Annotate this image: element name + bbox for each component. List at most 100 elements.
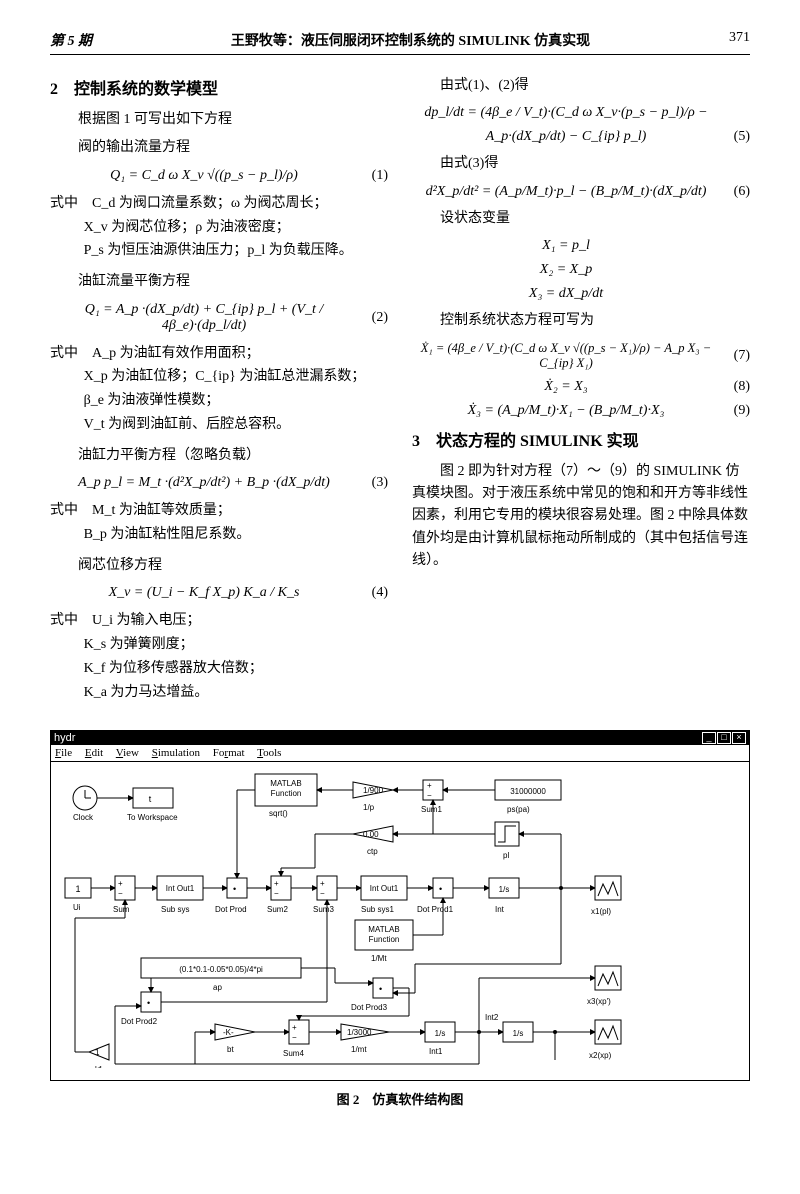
page-number: 371 [729,30,750,50]
minimize-icon[interactable]: _ [702,732,716,744]
defs-block-1: 式中 C_d 为阀口流量系数；ω 为阀芯周长； X_v 为阀芯位移；ρ 为油液密… [50,192,388,263]
svg-text:−: − [320,889,325,898]
menu-simulation[interactable]: Simulation [152,747,200,759]
eq8-body: Ẋ₂ = X₃ [412,379,720,395]
defs2-l2: X_p 为油缸位移；C_{ip} 为油缸总泄漏系数； [84,365,388,389]
svg-text:+: + [320,879,325,888]
equation-5a: dp_l/dt = (4β_e / V_t)·(C_d ω X_v·(p_s −… [412,105,750,121]
menu-tools[interactable]: Tools [257,747,281,759]
lbl-1s: 1/s [499,885,510,894]
lbl-pl: pl [503,851,509,860]
simulink-canvas[interactable]: Clock t To Workspace MATLAB Function sqr… [50,762,750,1081]
eq5-num: (5) [720,129,750,145]
maximize-icon[interactable]: □ [717,732,731,744]
para-r4: 控制系统状态方程可写为 [412,310,750,332]
menu-edit[interactable]: Edit [85,747,103,759]
equation-3: A_p p_l = M_t ·(d²X_p/dt²) + B_p ·(dX_p/… [50,475,388,491]
equation-6: d²X_p/dt² = (A_p/M_t)·p_l − (B_p/M_t)·(d… [412,184,750,200]
lbl-1900: 1/900 [363,786,384,795]
simulink-diagram-svg: Clock t To Workspace MATLAB Function sqr… [55,768,735,1068]
lbl-sqrt: sqrt() [269,809,288,818]
section-3-title: 3 状态方程的 SIMULINK 实现 [412,427,750,451]
defs4-l3: K_f 为位移传感器放大倍数； [84,657,388,681]
defs2-l1: 式中 A_p 为油缸有效作用面积； [50,342,388,366]
lbl-ap: ap [213,983,222,992]
menu-view[interactable]: View [116,747,139,759]
state-var-3: X₃ = dX_p/dt [412,286,750,302]
sv1: X₁ = p_l [412,238,720,254]
lbl-sum1: Sum1 [421,805,442,814]
running-title: 王野牧等：液压伺服闭环控制系统的 SIMULINK 仿真实现 [231,30,590,50]
window-controls: _□× [701,731,746,744]
menu-format[interactable]: Format [213,747,245,759]
lbl-sum4: Sum4 [283,1049,304,1058]
window-titlebar: hydr _□× [50,730,750,745]
lbl-sum3: Sum3 [313,905,334,914]
left-column: 2 控制系统的数学模型 根据图 1 可写出如下方程 阀的输出流量方程 Q₁ = … [50,69,388,712]
simulink-window: hydr _□× File Edit View Simulation Forma… [50,730,750,1081]
lbl-1p: 1/p [363,803,375,812]
svg-text:+: + [274,879,279,888]
para-l5: 阀芯位移方程 [50,555,388,577]
lbl-1mt2: 1/mt [351,1045,367,1054]
svg-text:−: − [427,791,432,800]
page-header: 第 5 期 王野牧等：液压伺服闭环控制系统的 SIMULINK 仿真实现 371 [50,30,750,55]
state-var-1: X₁ = p_l [412,238,750,254]
lbl-subsys: Sub sys [161,905,189,914]
lbl-ui-val: 1 [75,884,80,894]
para-r2: 由式(3)得 [412,153,750,175]
eq6-body: d²X_p/dt² = (A_p/M_t)·p_l − (B_p/M_t)·(d… [412,184,720,200]
lbl-ap-expr: (0.1*0.1-0.05*0.05)/4*pi [179,965,263,974]
svg-text:1/s: 1/s [435,1029,446,1038]
defs-block-2: 式中 A_p 为油缸有效作用面积； X_p 为油缸位移；C_{ip} 为油缸总泄… [50,342,388,437]
state-var-2: X₂ = X_p [412,262,750,278]
equation-9: Ẋ₃ = (A_p/M_t)·X₁ − (B_p/M_t)·X₃ (9) [412,403,750,419]
defs4-l4: K_a 为力马达增益。 [84,681,388,705]
equation-8: Ẋ₂ = X₃ (8) [412,379,750,395]
svg-text:+: + [292,1023,297,1032]
lbl-clock: Clock [73,813,94,822]
defs-block-4: 式中 U_i 为输入电压； K_s 为弹簧刚度； K_f 为位移传感器放大倍数；… [50,609,388,704]
svg-text:•: • [233,884,236,894]
svg-text:Function: Function [271,789,302,798]
svg-text:Function: Function [369,935,400,944]
defs2-l3: β_e 为油液弹性模数； [84,389,388,413]
svg-text:−: − [274,889,279,898]
defs1-l2: X_v 为阀芯位移；ρ 为油液密度； [84,216,388,240]
eq4-body: X_v = (U_i − K_f X_p) K_a / K_s [50,585,358,601]
section-2-title: 2 控制系统的数学模型 [50,75,388,99]
lbl-int2tf: 1/s [513,1029,524,1038]
figure-2-caption: 图 2 仿真软件结构图 [50,1089,750,1108]
defs3-l1: 式中 M_t 为油缸等效质量； [50,499,388,523]
lbl-bt: bt [227,1045,234,1054]
svg-text:−: − [118,889,123,898]
eq3-body: A_p p_l = M_t ·(d²X_p/dt²) + B_p ·(dX_p/… [50,475,358,491]
svg-text:MATLAB: MATLAB [368,925,399,934]
lbl-sum2: Sum2 [267,905,288,914]
lbl-ps: 31000000 [510,787,546,796]
svg-text:+: + [118,879,123,888]
equation-7: Ẋ₁ = (4β_e / V_t)·(C_d ω X_v √((p_s − X₁… [412,341,750,371]
lbl-btk: -K- [223,1028,234,1037]
svg-text:•: • [379,984,382,994]
defs2-l4: V_t 为阀到油缸前、后腔总容积。 [84,413,388,437]
eq6-num: (6) [720,184,750,200]
close-icon[interactable]: × [732,732,746,744]
defs1-l3: P_s 为恒压油源供油压力；p_l 为负载压降。 [84,239,388,263]
window-title: hydr [54,732,75,744]
lbl-int1: Int1 [429,1047,443,1056]
lbl-dotprod2: Dot Prod2 [121,1017,158,1026]
para-r1: 由式(1)、(2)得 [412,75,750,97]
lbl-x1: x1(pl) [591,907,611,916]
lbl-dotprod3: Dot Prod3 [351,1003,388,1012]
eq5a-body: dp_l/dt = (4β_e / V_t)·(C_d ω X_v·(p_s −… [412,105,720,121]
lbl-int: Int [495,905,505,914]
lbl-mlfcn: MATLAB [270,779,301,788]
issue-number: 第 5 期 [50,30,92,50]
lbl-ctp: ctp [367,847,378,856]
para-l3: 油缸流量平衡方程 [50,271,388,293]
defs4-l2: K_s 为弹簧刚度； [84,633,388,657]
menu-file[interactable]: File [55,747,72,759]
eq8-num: (8) [720,379,750,395]
eq2-body: Q₁ = A_p ·(dX_p/dt) + C_{ip} p_l + (V_t … [50,302,358,334]
